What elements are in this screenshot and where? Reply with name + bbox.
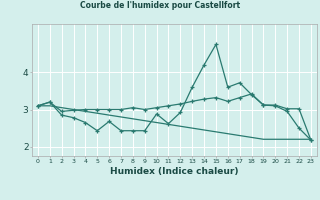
Text: Courbe de l'humidex pour Castellfort: Courbe de l'humidex pour Castellfort bbox=[80, 1, 240, 10]
X-axis label: Humidex (Indice chaleur): Humidex (Indice chaleur) bbox=[110, 167, 239, 176]
